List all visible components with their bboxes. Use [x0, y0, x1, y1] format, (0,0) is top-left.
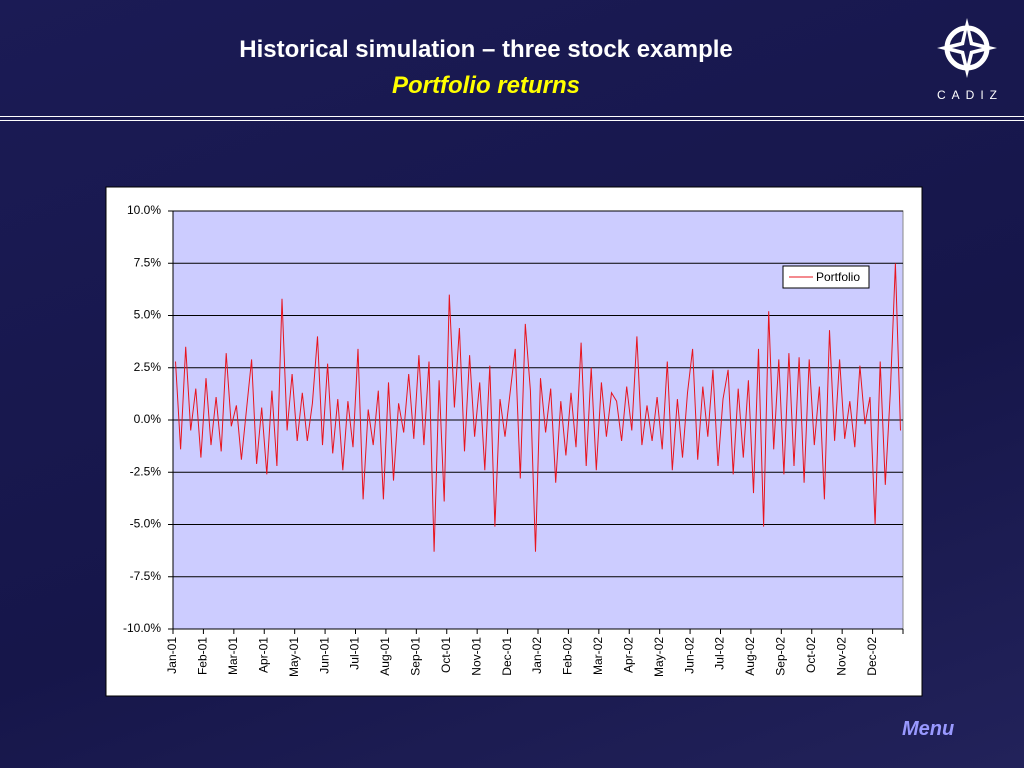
slide-title: Historical simulation – three stock exam… — [239, 36, 733, 63]
x-tick-label: Jan-02 — [530, 637, 544, 674]
y-tick-label: -2.5% — [130, 464, 162, 478]
x-tick-label: Dec-02 — [865, 637, 879, 676]
x-tick-label: Oct-01 — [439, 637, 453, 673]
y-tick-label: -7.5% — [130, 569, 162, 583]
y-tick-label: 5.0% — [134, 308, 162, 322]
x-tick-label: Jun-01 — [317, 637, 331, 674]
x-tick-label: May-02 — [652, 637, 666, 677]
x-tick-label: Jul-02 — [713, 637, 727, 670]
y-tick-label: 2.5% — [134, 360, 162, 374]
x-tick-label: Jan-01 — [165, 637, 179, 674]
x-tick-label: Apr-02 — [621, 637, 635, 673]
divider — [0, 116, 1024, 117]
y-tick-label: -10.0% — [123, 621, 161, 635]
x-tick-label: Nov-02 — [834, 637, 848, 676]
x-tick-label: Sep-01 — [409, 637, 423, 676]
x-tick-label: Nov-01 — [469, 637, 483, 676]
x-tick-label: Feb-02 — [561, 637, 575, 675]
x-tick-label: May-01 — [287, 637, 301, 677]
x-tick-label: Dec-01 — [500, 637, 514, 676]
x-tick-label: Aug-02 — [743, 637, 757, 676]
legend-label: Portfolio — [816, 270, 860, 284]
x-tick-label: Feb-01 — [196, 637, 210, 675]
y-tick-label: -5.0% — [130, 517, 162, 531]
slide-subtitle: Portfolio returns — [391, 72, 580, 99]
x-tick-label: Oct-02 — [804, 637, 818, 673]
x-tick-label: Sep-02 — [774, 637, 788, 676]
legend-box — [782, 265, 870, 289]
x-tick-label: Mar-02 — [591, 637, 605, 675]
y-tick-label: 10.0% — [127, 203, 161, 217]
x-tick-label: Mar-01 — [226, 637, 240, 675]
series-line — [175, 263, 901, 552]
x-tick-label: Aug-01 — [378, 637, 392, 676]
divider — [0, 120, 1024, 121]
menu-link[interactable]: Menu — [902, 718, 955, 740]
x-tick-label: Jul-01 — [348, 637, 362, 670]
logo-text: CADIZ — [937, 88, 1003, 102]
y-tick-label: 0.0% — [134, 412, 162, 426]
x-tick-label: Jun-02 — [682, 637, 696, 674]
x-tick-label: Apr-01 — [256, 637, 270, 673]
y-tick-label: 7.5% — [134, 255, 162, 269]
